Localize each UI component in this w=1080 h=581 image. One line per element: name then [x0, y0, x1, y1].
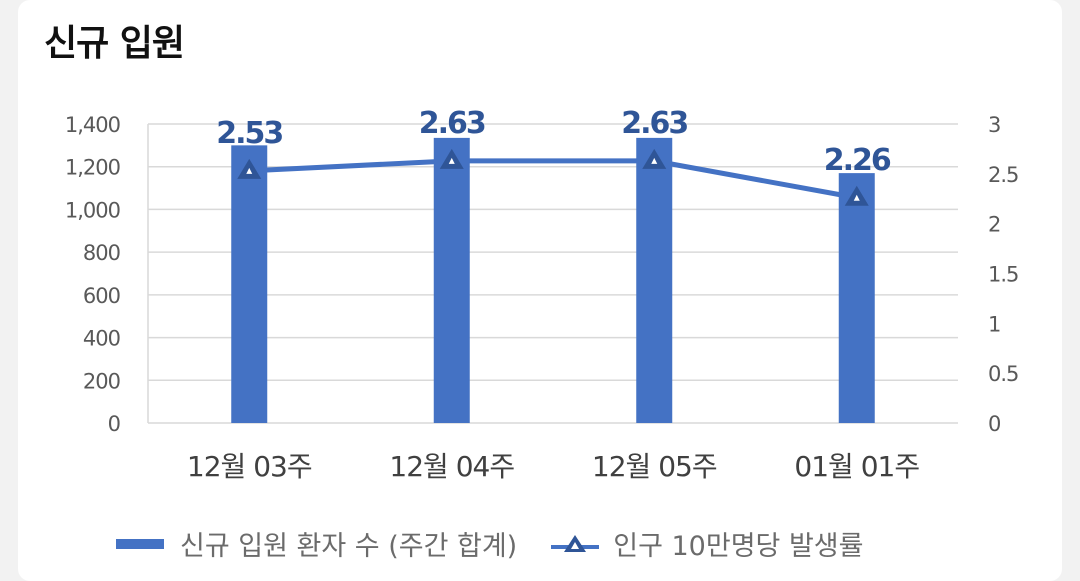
legend-line-swatch [551, 534, 600, 552]
legend-bar-swatch [116, 538, 164, 549]
y-left-tick-label: 0 [108, 412, 120, 436]
bar [838, 173, 875, 423]
y-right-tick-label: 3 [988, 113, 1000, 137]
y-right-tick-label: 0.5 [988, 362, 1018, 386]
x-tick-label: 12월 05주 [592, 450, 717, 483]
data-label: 2.26 [824, 143, 891, 178]
bar [433, 137, 470, 423]
y-left-tick-label: 1,400 [65, 113, 120, 137]
legend-label-bar: 신규 입원 환자 수 (주간 합계) [180, 531, 518, 562]
bar [231, 145, 268, 423]
bar [636, 137, 673, 423]
chart-title: 신규 입원 [44, 23, 185, 64]
data-label: 2.53 [216, 116, 282, 151]
y-left-tick-label: 200 [83, 369, 120, 393]
series-line [249, 158, 858, 201]
x-tick-label: 01월 01주 [794, 450, 919, 483]
y-right-tick-label: 1 [988, 312, 1000, 336]
legend-item-bar: 신규 입원 환자 수 (주간 합계) [116, 524, 517, 563]
y-left-tick-label: 400 [83, 327, 120, 351]
legend-item-line: 인구 10만명당 발생률 [551, 524, 863, 563]
chart-card [18, 0, 1062, 581]
line-marker-inner [853, 194, 860, 201]
y-left-tick-label: 1,200 [65, 156, 120, 180]
line-marker-inner [246, 167, 253, 174]
x-tick-label: 12월 04주 [389, 450, 514, 483]
y-right-tick-label: 2 [988, 213, 1000, 237]
line-marker-inner [651, 157, 658, 164]
data-label: 2.63 [621, 106, 687, 141]
y-left-tick-label: 1,000 [65, 198, 120, 222]
y-right-tick-label: 2.5 [988, 163, 1018, 187]
line-marker-inner [448, 157, 455, 164]
y-left-tick-label: 600 [83, 284, 120, 308]
y-left-tick-label: 800 [83, 241, 120, 265]
y-right-tick-label: 1.5 [988, 263, 1018, 287]
legend-label-line: 인구 10만명당 발생률 [613, 531, 864, 562]
y-right-tick-label: 0 [988, 412, 1000, 436]
legend-triangle-inner [571, 541, 580, 549]
chart-legend: 신규 입원 환자 수 (주간 합계) 인구 10만명당 발생률 [116, 524, 863, 563]
data-label: 2.63 [419, 106, 485, 141]
x-tick-label: 12월 03주 [187, 450, 312, 483]
